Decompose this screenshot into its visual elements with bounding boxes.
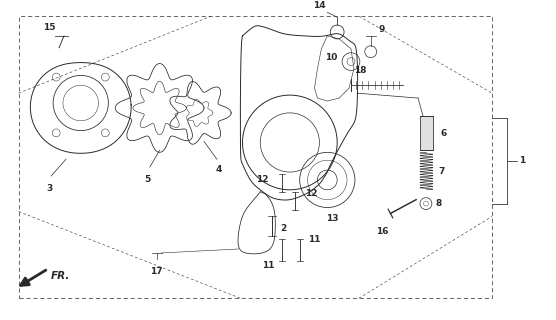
Text: 7: 7 bbox=[438, 167, 445, 176]
Text: 11: 11 bbox=[307, 235, 320, 244]
Text: 12: 12 bbox=[305, 189, 317, 198]
Text: 8: 8 bbox=[436, 199, 442, 208]
Text: 17: 17 bbox=[150, 267, 163, 276]
Text: 3: 3 bbox=[46, 184, 52, 193]
Text: 6: 6 bbox=[441, 129, 447, 138]
Text: 11: 11 bbox=[262, 261, 275, 270]
Text: FR.: FR. bbox=[51, 271, 71, 281]
Text: 4: 4 bbox=[216, 165, 222, 174]
Text: 16: 16 bbox=[376, 227, 389, 236]
Text: 15: 15 bbox=[43, 23, 56, 32]
Text: 5: 5 bbox=[145, 175, 151, 184]
Text: 18: 18 bbox=[354, 66, 366, 76]
Text: 14: 14 bbox=[312, 1, 325, 10]
Text: 9: 9 bbox=[379, 25, 385, 34]
Text: 13: 13 bbox=[326, 214, 339, 223]
Bar bbox=[420, 116, 433, 150]
Text: 12: 12 bbox=[256, 175, 268, 184]
Text: 2: 2 bbox=[280, 224, 286, 233]
Text: 10: 10 bbox=[325, 53, 337, 62]
Text: 1: 1 bbox=[519, 156, 525, 165]
